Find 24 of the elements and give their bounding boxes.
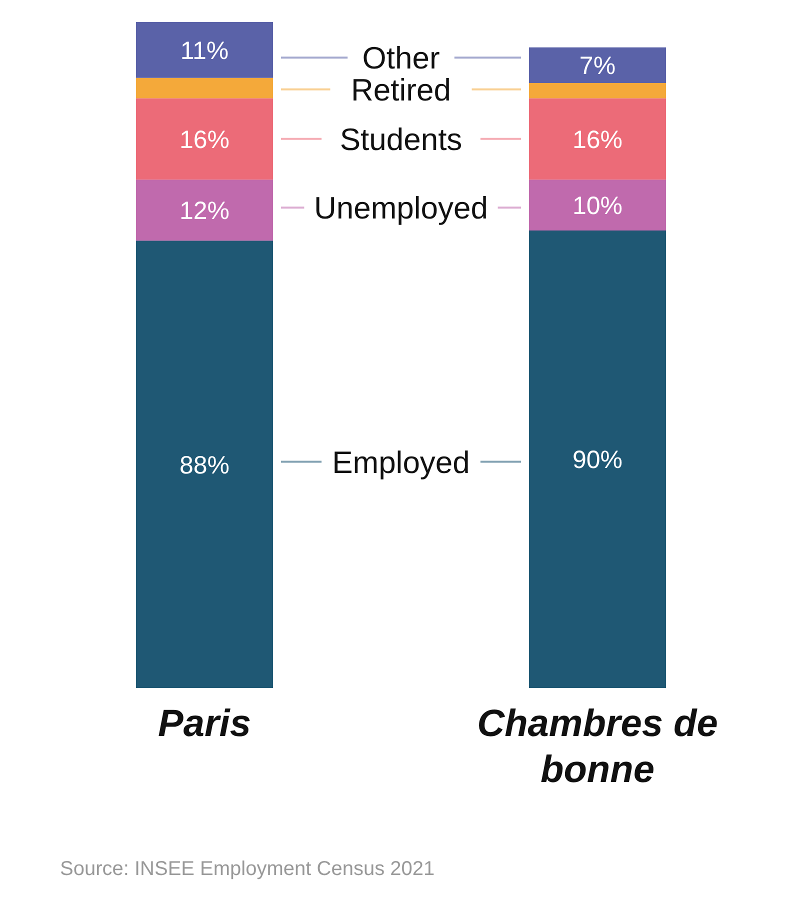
data-label: 88% bbox=[179, 451, 230, 480]
legend-label: Employed bbox=[332, 444, 470, 480]
bar bbox=[136, 78, 273, 98]
x-tick-label: Paris bbox=[158, 703, 251, 745]
legend-label: Students bbox=[340, 122, 462, 157]
bar bbox=[136, 180, 273, 241]
legend-label: Unemployed bbox=[314, 190, 488, 226]
bar bbox=[529, 47, 666, 84]
source-note: Source: INSEE Employment Census 2021 bbox=[60, 858, 436, 881]
data-label: 90% bbox=[572, 446, 623, 474]
data-label: 10% bbox=[572, 192, 623, 220]
bar bbox=[136, 22, 273, 78]
data-label: 16% bbox=[572, 126, 623, 154]
x-tick-label: Chambres de bonne bbox=[477, 703, 718, 791]
data-label: 12% bbox=[179, 197, 230, 226]
bar bbox=[136, 240, 273, 688]
data-label: 11% bbox=[180, 36, 229, 65]
data-label: 16% bbox=[179, 126, 230, 154]
bar bbox=[529, 180, 666, 230]
bar bbox=[529, 98, 666, 180]
bar bbox=[136, 98, 273, 180]
data-label: 7% bbox=[579, 52, 616, 80]
bar bbox=[529, 230, 666, 688]
bar bbox=[529, 83, 666, 98]
